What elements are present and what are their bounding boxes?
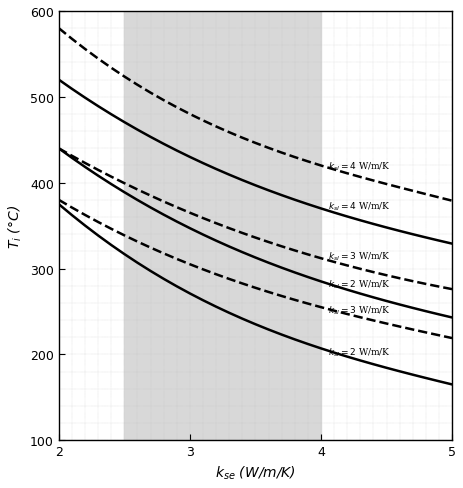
Bar [124, 12, 321, 440]
Text: $k_{sl}= 4$ W/m/K: $k_{sl}= 4$ W/m/K [327, 160, 390, 172]
X-axis label: $k_{se}$ (W/m/K): $k_{se}$ (W/m/K) [215, 464, 296, 481]
Text: $k_{sl}= 2$ W/m/K: $k_{sl}= 2$ W/m/K [327, 346, 390, 358]
Text: $k_{sl}= 2$ W/m/K: $k_{sl}= 2$ W/m/K [327, 278, 390, 291]
Text: $k_{sl}= 4$ W/m/K: $k_{sl}= 4$ W/m/K [327, 200, 390, 213]
Text: $k_{sl}= 3$ W/m/K: $k_{sl}= 3$ W/m/K [327, 250, 390, 263]
Y-axis label: $T_i$ (°C): $T_i$ (°C) [7, 204, 25, 248]
Text: $k_{sl}= 3$ W/m/K: $k_{sl}= 3$ W/m/K [327, 304, 390, 316]
